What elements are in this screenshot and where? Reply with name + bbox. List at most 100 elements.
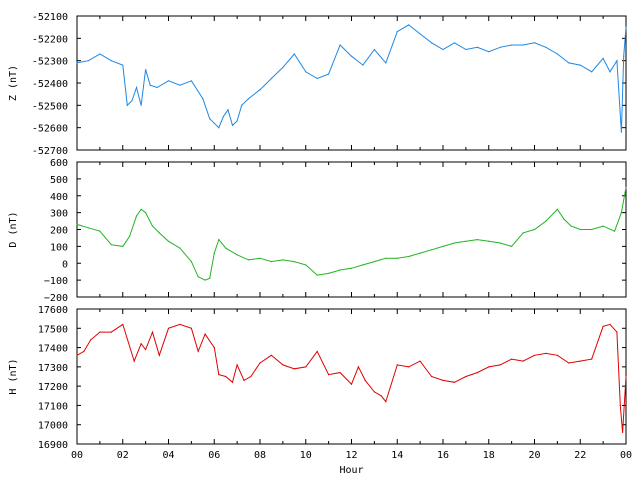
d-y-tick-label: 200: [50, 226, 68, 237]
d-y-tick-label: −100: [44, 276, 68, 287]
z-data-point: [625, 26, 627, 28]
h-y-tick-label: 17100: [38, 401, 68, 412]
d-data-point: [293, 261, 295, 263]
h-y-tick-label: 16900: [38, 440, 68, 451]
h-data-point: [364, 379, 366, 381]
d-data-point: [614, 230, 616, 232]
d-y-tick-label: 0: [62, 259, 68, 270]
z-data-point: [385, 62, 387, 64]
h-data-point: [316, 350, 318, 352]
z-data-point: [218, 127, 220, 129]
d-data-point: [218, 239, 220, 241]
h-data-point: [218, 374, 220, 376]
d-data-point: [602, 225, 604, 227]
d-data-point: [570, 225, 572, 227]
d-data-point: [122, 245, 124, 247]
z-data-point: [227, 109, 229, 111]
h-data-point: [259, 362, 261, 364]
z-data-point: [145, 69, 147, 71]
z-data-point: [499, 46, 501, 48]
h-y-tick-label: 17600: [38, 305, 68, 316]
d-data-point: [625, 186, 627, 188]
h-y-axis-title: H (nT): [8, 358, 19, 394]
x-tick-label: 08: [254, 450, 266, 461]
z-data-point: [76, 62, 78, 64]
h-data-point: [453, 381, 455, 383]
z-data-point: [231, 124, 234, 126]
z-data-point: [522, 44, 524, 46]
d-data-point: [76, 223, 78, 225]
d-data-point: [145, 212, 147, 214]
h-data-point: [179, 323, 181, 325]
h-data-point: [76, 354, 78, 356]
d-data-point: [87, 227, 89, 229]
x-tick-label: 14: [391, 450, 403, 461]
h-data-point: [609, 323, 611, 325]
d-data-point: [620, 212, 623, 214]
z-y-tick-label: -52100: [32, 12, 68, 23]
z-data-point: [476, 46, 478, 48]
h-data-point: [619, 404, 621, 406]
x-tick-label: 02: [117, 450, 129, 461]
h-data-point: [151, 331, 154, 333]
z-data-point: [110, 60, 112, 62]
z-plot-frame: [76, 15, 627, 151]
d-data-point: [362, 264, 364, 266]
z-data-point: [316, 77, 318, 80]
z-data-point: [190, 80, 192, 82]
d-data-point: [135, 215, 138, 217]
z-data-point: [465, 48, 467, 51]
z-data-point: [87, 60, 89, 62]
d-data-point: [190, 261, 192, 263]
d-y-tick-label: 400: [50, 192, 68, 203]
h-data-point: [431, 375, 433, 378]
d-y-tick-label: 600: [50, 158, 68, 169]
x-tick-label: 16: [437, 450, 449, 461]
d-data-point: [236, 254, 238, 256]
z-data-point: [602, 57, 604, 60]
h-data-point: [293, 368, 295, 370]
z-data-point: [126, 104, 128, 106]
d-data-point: [511, 245, 513, 247]
d-data-point: [179, 247, 181, 249]
h-data-point: [328, 374, 330, 376]
z-y-tick-label: -52300: [32, 57, 68, 68]
h-data-point: [225, 375, 227, 378]
d-data-point: [545, 220, 547, 222]
d-data-point: [167, 240, 170, 242]
h-data-point: [158, 354, 160, 356]
z-series-line: [76, 24, 627, 133]
h-plot-frame: [76, 308, 627, 445]
d-data-point: [140, 208, 142, 210]
h-data-point: [522, 360, 524, 362]
d-y-tick-label: 100: [50, 242, 68, 253]
z-data-point: [556, 53, 559, 55]
d-data-point: [248, 259, 250, 261]
h-data-point: [616, 331, 618, 333]
h-data-point: [99, 331, 101, 333]
h-data-point: [579, 360, 581, 362]
h-data-point: [385, 401, 387, 403]
z-data-point: [533, 42, 536, 44]
h-data-point: [110, 331, 112, 333]
d-data-point: [522, 232, 524, 234]
z-data-point: [149, 84, 151, 86]
z-data-point: [396, 31, 398, 33]
d-data-point: [209, 277, 211, 279]
d-data-point: [442, 245, 444, 247]
z-y-axis-title: Z (nT): [8, 65, 19, 101]
z-data-point: [545, 46, 547, 48]
h-data-point: [305, 366, 307, 368]
d-data-point: [556, 208, 559, 210]
h-y-tick-label: 17400: [38, 344, 68, 355]
z-y-tick-label: -52700: [32, 146, 68, 157]
h-data-point: [140, 343, 142, 345]
z-data-point: [202, 98, 204, 100]
z-data-point: [609, 71, 611, 73]
h-data-point: [83, 350, 85, 352]
h-data-point: [282, 364, 284, 366]
d-y-tick-label: 300: [50, 209, 68, 220]
d-data-point: [305, 264, 307, 266]
h-data-point: [499, 364, 501, 366]
d-data-point: [465, 240, 467, 242]
